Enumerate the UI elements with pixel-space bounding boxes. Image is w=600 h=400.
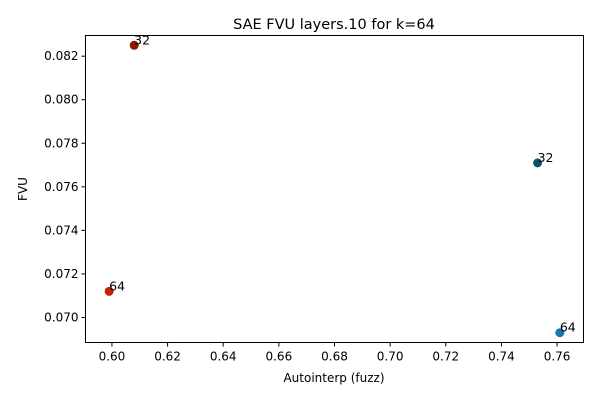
x-tick-label: 0.60 [99, 350, 126, 364]
x-tick-label: 0.68 [321, 350, 348, 364]
x-axis-ticks: 0.60 0.62 0.64 0.66 0.68 0.70 0.72 0.74 0.76 [99, 342, 571, 364]
x-tick-label: 0.74 [488, 350, 515, 364]
data-point [555, 328, 565, 338]
x-tick-label: 0.62 [154, 350, 181, 364]
x-tick-label: 0.72 [432, 350, 459, 364]
x-tick-label: 0.64 [210, 350, 237, 364]
point-label: 64 [560, 320, 576, 335]
y-tick-label: 0.074 [44, 223, 78, 237]
x-tick-label: 0.66 [265, 350, 292, 364]
data-points: 32 64 32 64 [104, 32, 576, 338]
data-point [104, 286, 114, 296]
x-tick-label: 0.70 [377, 350, 404, 364]
x-tick-label: 0.76 [544, 350, 571, 364]
x-axis-label: Autointerp (fuzz) [283, 371, 384, 385]
point-label: 32 [538, 150, 554, 165]
y-tick-label: 0.076 [44, 180, 78, 194]
plot-frame [85, 35, 584, 343]
y-tick-label: 0.072 [44, 267, 78, 281]
chart-title: SAE FVU layers.10 for k=64 [233, 17, 435, 33]
point-label: 64 [109, 278, 125, 293]
y-axis-label: FVU [16, 177, 30, 201]
point-label: 32 [134, 32, 150, 47]
y-tick-label: 0.082 [44, 49, 78, 63]
y-tick-label: 0.078 [44, 136, 78, 150]
y-tick-label: 0.070 [44, 310, 78, 324]
data-point [533, 158, 543, 168]
y-tick-label: 0.080 [44, 93, 78, 107]
data-point [129, 40, 139, 50]
y-axis-ticks: 0.070 0.072 0.074 0.076 0.078 0.080 0.082 [44, 49, 86, 324]
